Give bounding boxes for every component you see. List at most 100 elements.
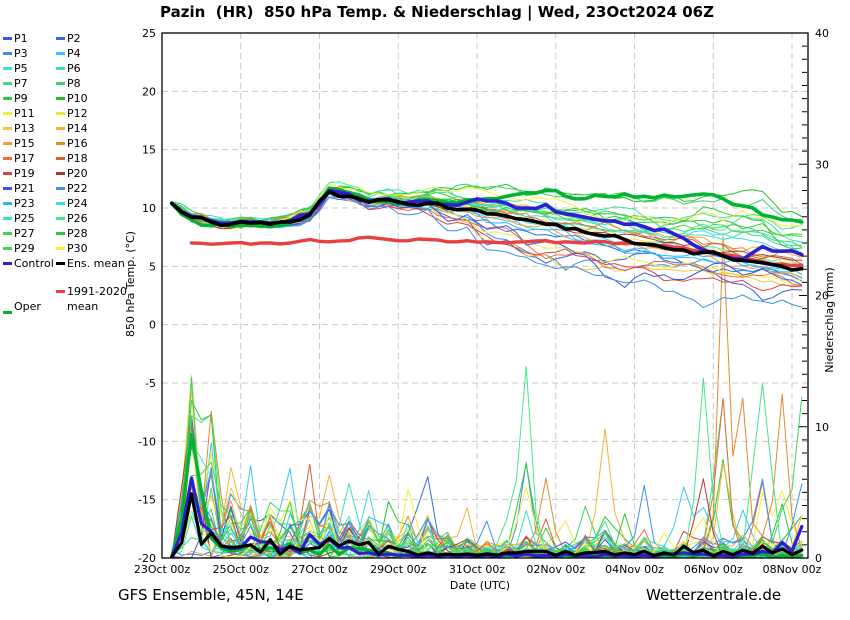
precip-members-lines — [171, 236, 803, 559]
legend-item-p29-swatch — [3, 247, 12, 250]
legend-item-p9: P9 — [3, 91, 56, 106]
legend-item-p7-swatch — [3, 82, 12, 85]
legend-item-climate: 1991-2020 mean — [56, 284, 131, 314]
legend-item-p17: P17 — [3, 151, 56, 166]
legend-item-p25-swatch — [3, 217, 12, 220]
site-credit-label: Wetterzentrale.de — [646, 586, 782, 604]
x-axis-title: Date (UTC) — [450, 579, 510, 592]
axis-titles: 850 hPa Temp. (°C) — [124, 231, 137, 337]
legend-item-p27: P27 — [3, 226, 56, 241]
legend-item-p22: P22 — [56, 181, 131, 196]
legend-item-p18-swatch — [56, 157, 65, 160]
x-axis-labels: 23Oct 00z 25Oct 00z 27Oct 00z 29Oct 00z 31Oc… — [134, 563, 822, 592]
legend-item-p1: P1 — [3, 31, 56, 46]
legend-item-p11-swatch — [3, 112, 12, 115]
legend-item-p17-swatch — [3, 157, 12, 160]
svg-text:29Oct 00z: 29Oct 00z — [370, 563, 427, 576]
legend-item-p20-swatch — [56, 172, 65, 175]
legend-item-p28-swatch — [56, 232, 65, 235]
svg-text:-10: -10 — [138, 435, 156, 448]
legend-item-p24-swatch — [56, 202, 65, 205]
legend-item-p16-label: P16 — [67, 137, 88, 150]
svg-text:25: 25 — [142, 27, 156, 40]
oper-line-swatch — [3, 311, 12, 314]
legend-item-p24-label: P24 — [67, 197, 88, 210]
svg-text:40: 40 — [815, 27, 829, 40]
legend-item-oper: Oper — [3, 284, 56, 314]
legend-item-p29: P29 — [3, 241, 56, 256]
svg-text:-20: -20 — [138, 552, 156, 565]
legend-item-p13-label: P13 — [14, 122, 35, 135]
svg-text:15: 15 — [142, 144, 156, 157]
legend-item-p8-label: P8 — [67, 77, 81, 90]
legend-item-ens-mean-swatch — [56, 262, 65, 265]
legend-item-p16-swatch — [56, 142, 65, 145]
legend-item-ens-mean-label: Ens. mean — [67, 257, 125, 270]
chart-title: Pazin (HR) 850 hPa Temp. & Niederschlag … — [160, 3, 714, 21]
legend-extra: Oper 1991-2020 mean — [3, 284, 131, 314]
oper-line — [170, 186, 804, 229]
plot-frame — [161, 32, 809, 559]
model-info-label: GFS Ensemble, 45N, 14E — [118, 586, 304, 604]
legend-item-p22-label: P22 — [67, 182, 88, 195]
legend-item-p5: P5 — [3, 61, 56, 76]
legend-item-p12-label: P12 — [67, 107, 88, 120]
legend-item-p19-swatch — [3, 172, 12, 175]
climate-line-swatch — [56, 290, 65, 293]
svg-text:30: 30 — [815, 158, 829, 171]
axis-titles-right: Niederschlag (mm) — [823, 267, 836, 372]
left-axis-title: 850 hPa Temp. (°C) — [124, 231, 137, 337]
legend-item-p23-swatch — [3, 202, 12, 205]
legend-item-p18-label: P18 — [67, 152, 88, 165]
legend-item-p30: P30 — [56, 241, 131, 256]
legend-item-p7: P7 — [3, 76, 56, 91]
svg-text:27Oct 00z: 27Oct 00z — [291, 563, 348, 576]
legend-item-p26-swatch — [56, 217, 65, 220]
legend-item-p10-label: P10 — [67, 92, 88, 105]
legend-item-p19: P19 — [3, 166, 56, 181]
legend-item-p14-swatch — [56, 127, 65, 130]
svg-text:20: 20 — [815, 290, 829, 303]
svg-text:0: 0 — [149, 319, 156, 332]
legend-item-p21-label: P21 — [14, 182, 35, 195]
legend-item-p4-swatch — [56, 52, 65, 55]
legend-item-control-swatch — [3, 262, 12, 265]
legend-item-p23: P23 — [3, 196, 56, 211]
legend-item-p4-label: P4 — [67, 47, 81, 60]
grid-lines — [161, 33, 808, 558]
right-axis-title: Niederschlag (mm) — [823, 267, 836, 372]
legend-item-p14: P14 — [56, 121, 131, 136]
legend-item-control-label: Control — [14, 257, 54, 270]
svg-text:10: 10 — [142, 202, 156, 215]
legend-item-p7-label: P7 — [14, 77, 28, 90]
svg-text:20: 20 — [142, 85, 156, 98]
legend-item-p18: P18 — [56, 151, 131, 166]
legend-item-p11-label: P11 — [14, 107, 35, 120]
legend-item-p6: P6 — [56, 61, 131, 76]
legend-item-p10-swatch — [56, 97, 65, 100]
legend-item-p8: P8 — [56, 76, 131, 91]
legend-item-p2-label: P2 — [67, 32, 81, 45]
legend-climate-label: 1991-2020 mean — [67, 285, 127, 313]
svg-text:23Oct 00z: 23Oct 00z — [134, 563, 191, 576]
svg-text:0: 0 — [815, 552, 822, 565]
legend-item-p29-label: P29 — [14, 242, 35, 255]
legend-item-p5-label: P5 — [14, 62, 28, 75]
legend-item-p11: P11 — [3, 106, 56, 121]
legend-item-p6-label: P6 — [67, 62, 81, 75]
legend-item-p4: P4 — [56, 46, 131, 61]
svg-text:31Oct 00z: 31Oct 00z — [449, 563, 506, 576]
legend-item-p2-swatch — [56, 37, 65, 40]
legend-item-p5-swatch — [3, 67, 12, 70]
legend-item-ens-mean: Ens. mean — [56, 256, 131, 271]
legend-item-p20-label: P20 — [67, 167, 88, 180]
legend-item-control: Control — [3, 256, 56, 271]
legend-item-p27-swatch — [3, 232, 12, 235]
legend-item-p20: P20 — [56, 166, 131, 181]
left-axis-labels: 25 20 15 10 5 0 -5 -10 -15 -20 — [138, 27, 156, 565]
legend-item-p6-swatch — [56, 67, 65, 70]
svg-text:25Oct 00z: 25Oct 00z — [213, 563, 270, 576]
legend-members: P1 P2 P3 P4 P5 P6 P7 P8 P9 P10 P11 P12 P13 P14 P15 P16 P… — [3, 31, 131, 271]
legend-item-p2: P2 — [56, 31, 131, 46]
